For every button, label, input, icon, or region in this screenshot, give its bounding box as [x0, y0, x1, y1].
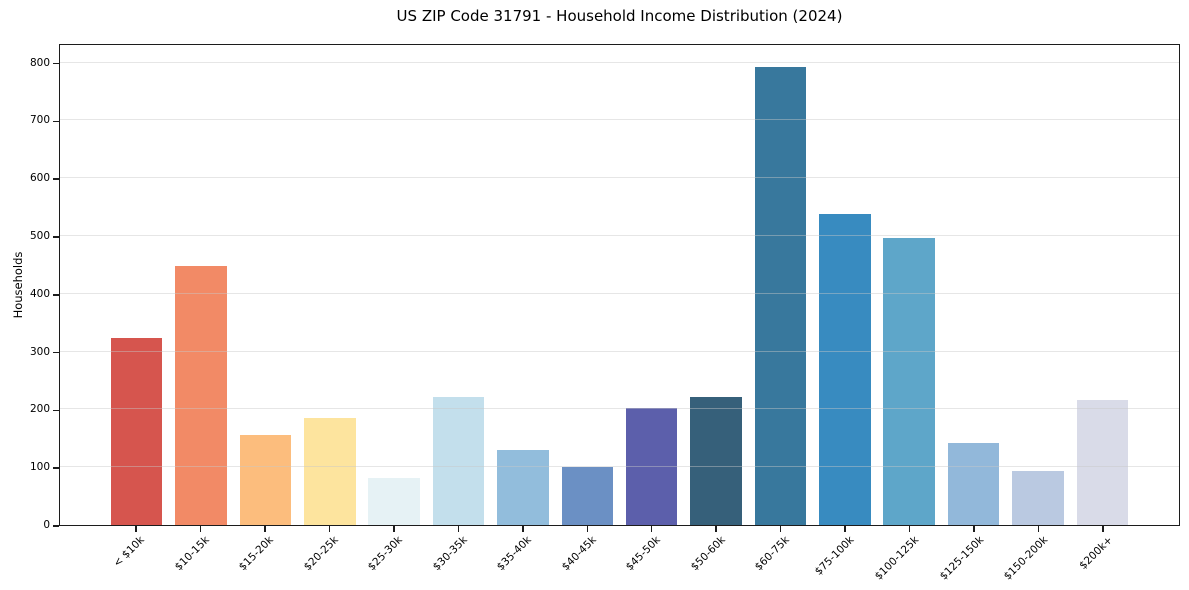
x-tick-mark-14: [1037, 526, 1040, 532]
gridline-y-800: [60, 61, 1179, 63]
y-tick-label-0: 0: [43, 519, 50, 531]
y-tick-mark-200: [53, 409, 59, 412]
x-tick-label-text-3: $20-25k: [301, 534, 341, 574]
x-tick-mark-5: [457, 526, 459, 532]
y-tick-label-200: 200: [29, 403, 50, 416]
bar--25-30k: [368, 477, 420, 525]
bar--100-125k: [883, 238, 935, 525]
y-tick-mark-300: [53, 351, 59, 354]
y-tick-mark-0: [53, 525, 59, 527]
gridline-y-200: [60, 408, 1179, 410]
x-tick-mark-8: [650, 526, 653, 532]
y-tick-mark-100: [53, 467, 59, 469]
y-tick-label-800: 800: [29, 56, 50, 69]
x-tick-label-text-7: $40-45k: [559, 534, 599, 574]
y-tick-mark-400: [53, 294, 59, 296]
x-tick-label-text-6: $35-40k: [495, 534, 535, 574]
gridline-y-400: [60, 292, 1179, 294]
x-tick-mark-13: [973, 526, 975, 532]
bar--50-60k: [690, 397, 742, 525]
x-tick-mark-12: [908, 526, 911, 532]
bar--60-75k: [754, 66, 807, 525]
bar--45-50k: [625, 407, 678, 525]
y-tick-mark-800: [53, 62, 59, 65]
y-tick-label-600: 600: [29, 172, 50, 185]
y-tick-mark-500: [53, 236, 59, 238]
bar--10k: [110, 338, 163, 525]
gridline-y-600: [60, 177, 1179, 179]
bar--125-150k: [947, 442, 1000, 525]
y-tick-mark-600: [53, 178, 59, 180]
x-tick-mark-2: [264, 526, 266, 532]
x-tick-label-text-13: $125-150k: [937, 534, 986, 583]
x-tick-mark-15: [1102, 526, 1104, 532]
bar--30-35k: [432, 397, 485, 525]
x-tick-label-text-5: $30-35k: [430, 534, 470, 574]
x-tick-mark-9: [715, 526, 717, 532]
y-tick-label-500: 500: [29, 230, 50, 243]
x-tick-mark-0: [135, 526, 137, 532]
bar--10-15k: [175, 266, 227, 525]
y-tick-label-100: 100: [29, 461, 50, 474]
gridline-y-100: [60, 466, 1179, 468]
gridline-y-300: [60, 350, 1179, 352]
bar--150-200k: [1012, 471, 1064, 525]
bar--15-20k: [239, 434, 292, 525]
x-tick-mark-3: [328, 526, 330, 532]
x-tick-label-text-12: $100-125k: [872, 534, 922, 583]
y-tick-label-300: 300: [29, 345, 50, 358]
y-tick-mark-700: [53, 120, 59, 123]
gridline-y-500: [60, 235, 1179, 237]
bar--40-45k: [561, 466, 614, 525]
x-tick-label-text-0: < $10k: [111, 534, 148, 570]
x-tick-mark-11: [844, 526, 846, 532]
gridline-y-700: [60, 119, 1179, 121]
x-tick-label-text-4: $25-30k: [366, 534, 406, 574]
x-tick-mark-7: [586, 526, 588, 532]
plot-area: [59, 44, 1180, 526]
x-tick-mark-4: [393, 526, 395, 532]
x-tick-label-text-1: $10-15k: [172, 534, 212, 574]
x-tick-label-text-11: $75-100k: [812, 534, 857, 578]
x-tick-label-text-14: $150-200k: [1001, 534, 1051, 583]
bar--35-40k: [497, 450, 549, 525]
x-tick-mark-6: [522, 526, 524, 532]
x-tick-label-text-2: $15-20k: [237, 534, 277, 574]
y-axis-label: Households: [11, 251, 25, 319]
x-tick-label-text-15: $200k+: [1076, 534, 1115, 572]
bar--200k+: [1076, 400, 1129, 525]
bar--75-100k: [819, 214, 871, 525]
x-tick-mark-10: [779, 526, 782, 532]
x-tick-mark-1: [199, 526, 201, 532]
x-tick-label-text-10: $60-75k: [753, 534, 793, 574]
bar--20-25k: [304, 418, 356, 525]
y-tick-label-400: 400: [29, 287, 50, 300]
chart-title: US ZIP Code 31791 - Household Income Dis…: [396, 7, 843, 25]
x-tick-label-text-9: $50-60k: [688, 534, 728, 574]
y-tick-label-700: 700: [29, 114, 50, 127]
x-tick-label-text-8: $45-50k: [624, 534, 664, 574]
